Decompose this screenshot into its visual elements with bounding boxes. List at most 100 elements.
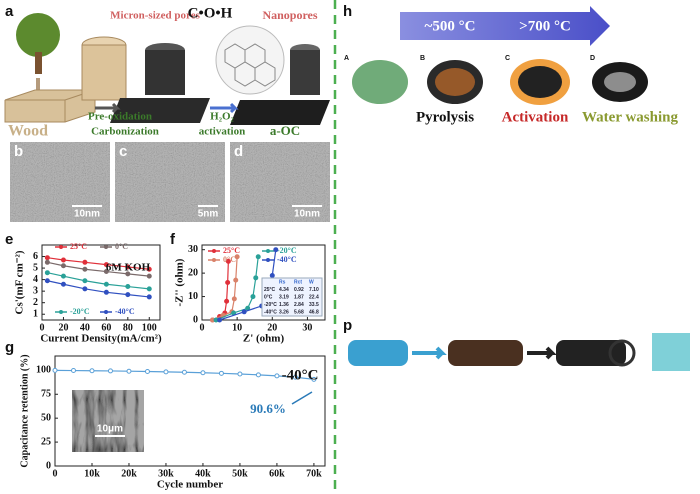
legend-marker (266, 249, 270, 253)
y-tick-label: 0 (193, 314, 198, 325)
data-point (146, 286, 152, 292)
data-point (82, 259, 88, 265)
table-cell: 2.84 (294, 302, 304, 308)
step: A (344, 55, 349, 62)
plot-frame (54, 355, 326, 467)
arrow (210, 102, 239, 114)
panel-label: s (586, 403, 594, 420)
label: Pre-oxidation (88, 111, 152, 123)
x-tick-label: 60 (101, 322, 111, 333)
y-tick-label: 4 (33, 274, 38, 285)
panel-label: g (5, 339, 14, 356)
precursor (352, 60, 408, 104)
panel-labels: a b c d e f g h i j k l m n o p q r s (5, 3, 618, 420)
table-cell: 0°C (264, 294, 273, 300)
scale-label: 5nm (198, 209, 219, 220)
data-point (233, 277, 239, 283)
data-point (253, 275, 259, 281)
temperature-arrow (400, 6, 610, 46)
data-point (292, 374, 298, 380)
series-line (47, 257, 150, 270)
data-point (146, 266, 152, 272)
data-point (241, 309, 247, 315)
label: a-OC (270, 123, 300, 138)
plot-frame (41, 244, 161, 321)
y-axis-label: Cs'(mF cm⁻²) (14, 250, 26, 314)
panel-label: m (350, 223, 363, 240)
legend-label: 0°C (223, 255, 236, 264)
x-tick-label: 20k (121, 468, 137, 479)
panel-label: j (437, 135, 442, 152)
panel-label: k (526, 135, 535, 152)
data-point (82, 266, 88, 272)
y-tick-label: 2 (33, 297, 38, 308)
legend-label: 25°C (223, 246, 240, 255)
step-label: Pyrolysis (416, 109, 474, 125)
char (435, 68, 475, 96)
y-tick-label: 30 (188, 244, 198, 255)
table-cell: 1.87 (294, 294, 304, 300)
panel-label: c (119, 143, 127, 160)
tem-texture (10, 142, 110, 222)
activated (518, 66, 562, 98)
y-tick-label: 20 (188, 267, 198, 278)
panel-a: Micron-sized pores C•O•H Nanopores Wood … (4, 5, 330, 140)
data-point (103, 262, 109, 268)
data-point (82, 286, 88, 292)
y-tick-label: 10 (188, 291, 198, 302)
data-point (103, 289, 109, 295)
aoc-blocks (230, 100, 330, 125)
data-point (125, 284, 131, 290)
data-point (237, 371, 243, 377)
precursor (352, 60, 408, 104)
y-tick-label: 6 (33, 251, 38, 262)
legend-label: -40°C (115, 307, 135, 316)
legend-label: 25°C (70, 242, 87, 251)
label: Carbonization (91, 126, 159, 138)
arrow (527, 346, 557, 360)
y-tick-label: 50 (41, 412, 51, 423)
data-point (44, 255, 50, 261)
data-point (82, 278, 88, 284)
scale-label: 10nm (74, 209, 100, 220)
data-point (225, 258, 231, 264)
panel-label: e (5, 231, 13, 248)
x-tick-label: 10k (84, 468, 100, 479)
table-cell: W (309, 279, 314, 285)
table-cell: 22.4 (309, 294, 319, 300)
data-point (218, 370, 224, 376)
scale-label: 10nm (294, 209, 320, 220)
panel-label: o (586, 223, 595, 240)
bundle (556, 340, 626, 366)
panel-label: h (343, 3, 352, 20)
x-tick-label: 100 (142, 322, 157, 333)
arrow (412, 346, 447, 360)
y-axis-label: -Z'' (ohm) (174, 258, 186, 306)
data-point (60, 273, 66, 279)
table-cell: -40°C (264, 309, 277, 315)
data-point (217, 317, 223, 323)
data-point (44, 270, 50, 276)
tree (16, 13, 60, 57)
data-point (234, 254, 240, 260)
panel-label: p (343, 317, 352, 334)
data-point (200, 370, 206, 376)
y-tick-label: 25 (41, 436, 51, 447)
x-tick-label: 40k (195, 468, 211, 479)
legend-label: -40°C (277, 255, 297, 264)
series-line (47, 261, 150, 277)
x-tick-label: 0 (200, 322, 205, 333)
label: Nanopores (262, 8, 317, 22)
x-tick-label: 50k (232, 468, 248, 479)
inset-texture (72, 390, 144, 452)
panel-label: a (5, 3, 14, 20)
table-cell: 46.8 (309, 309, 319, 315)
panel-label: b (14, 143, 23, 160)
aoc-cylinder (290, 50, 320, 95)
data-point (269, 272, 275, 278)
cube (652, 333, 690, 371)
data-point (255, 372, 261, 378)
table-cell: 7.10 (309, 287, 319, 293)
table-cell: 5.68 (294, 309, 304, 315)
table-cell: 3.26 (279, 309, 289, 315)
